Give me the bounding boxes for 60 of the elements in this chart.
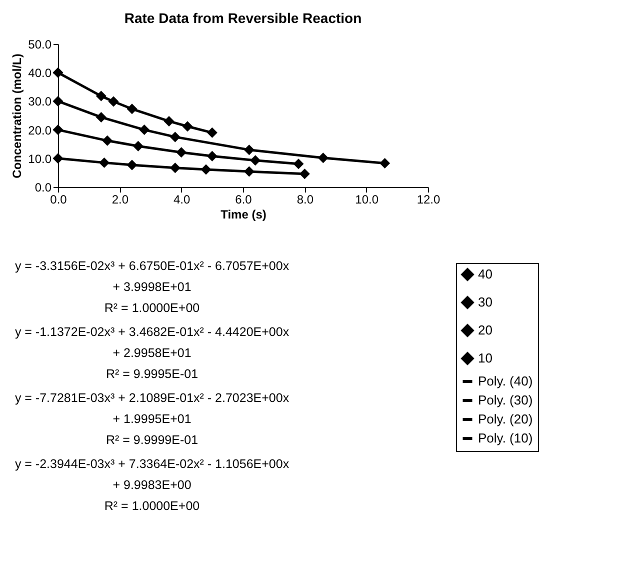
point [299,168,310,180]
x-tick-label: 0.0 [50,192,68,206]
point [52,96,64,106]
y-tick-label: 0.0 [34,180,52,194]
point [96,90,106,102]
y-axis-title: Concentration (mol/L) [10,54,24,178]
x-axis-title: Time (s) [220,208,266,222]
point [96,112,106,122]
legend-label: 30 [478,294,492,310]
point [182,121,193,132]
point [164,116,174,126]
point [380,158,390,169]
x-tick-label: 6.0 [235,192,252,206]
point [132,140,144,152]
point [52,67,64,78]
point [206,150,218,162]
point [244,144,254,156]
y-tick-label: 40.0 [28,66,52,80]
point [52,124,64,136]
legend-label: 10 [478,350,492,366]
text: R² = 1.0000E+00 [104,499,200,513]
point [244,166,254,177]
text: R² = 9.9995E-01 [106,367,198,381]
legend-label: Poly. (40) [478,374,533,388]
chart-title: Rate Data from Reversible Reaction [124,10,362,26]
x-tick-label: 2.0 [112,192,129,206]
point [126,160,138,170]
y-tick-label: 20.0 [28,123,52,138]
legend-label: Poly. (30) [478,392,533,408]
point [170,162,180,174]
point [52,153,64,164]
legend-label: Poly. (10) [478,430,533,446]
point [139,124,150,136]
x-tick-label: 4.0 [173,192,190,206]
point [176,147,187,158]
text: R² = 9.9999E-01 [106,433,198,447]
legend-label: 40 [478,266,492,282]
point [200,164,212,175]
point [206,127,218,138]
x-tick-label: 10.0 [355,192,379,206]
x-tick-label: 12.0 [416,192,440,206]
text: y = -7.7281E-03x³ + 2.1089E-01x² - 2.7023E+00x + 1.9995E+01 [14,391,290,426]
legend-label: Poly. (20) [478,412,533,426]
x-tick-label: 8.0 [296,192,314,206]
y-tick-label: 10.0 [28,152,52,166]
y-tick-label: 50.0 [28,38,52,52]
point [318,152,328,164]
point [102,135,113,146]
point [126,104,138,114]
point [293,158,304,170]
text: R² = 1.0000E+00 [104,301,200,315]
point [108,96,119,107]
point [170,132,180,142]
text: y = -2.3944E-03x³ + 7.3364E-02x² - 1.1056E+00x + 9.9983E+00 [14,457,290,492]
text: y = -3.3156E-02x³ + 6.6750E-01x² - 6.7057E+00x + 3.9998E+01 [14,259,290,294]
legend-label: 20 [478,322,492,338]
point [99,157,110,168]
point [250,155,261,166]
text: y = -1.1372E-02x³ + 3.4682E-01x² - 4.4420E+00x + 2.9958E+01 [14,325,290,360]
y-tick-label: 30.0 [28,94,52,109]
